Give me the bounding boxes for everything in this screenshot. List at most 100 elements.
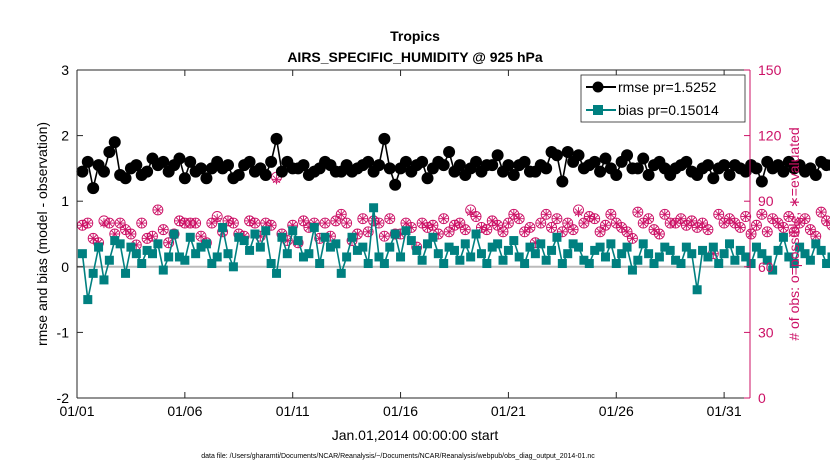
bias-point xyxy=(390,229,400,239)
obs-evaluated-point xyxy=(762,226,773,237)
obs-evaluated-point xyxy=(498,226,509,237)
bias-point xyxy=(423,239,433,249)
bias-point xyxy=(520,259,530,269)
chart-title: Tropics xyxy=(390,28,440,44)
rmse-point xyxy=(610,168,623,181)
obs-evaluated-point xyxy=(810,231,821,242)
bias-point xyxy=(342,252,352,262)
rmse-point xyxy=(809,168,822,181)
bias-series xyxy=(77,203,830,305)
obs-evaluated-point xyxy=(330,215,341,226)
bias-point xyxy=(99,275,109,285)
bias-point xyxy=(654,252,664,262)
x-tick-label: 01/06 xyxy=(167,403,202,419)
bias-point xyxy=(261,226,271,236)
legend-rmse-label: rmse pr=1.5252 xyxy=(618,79,717,95)
obs-evaluated-point xyxy=(417,218,428,229)
bias-point xyxy=(822,259,830,269)
obs-evaluated-point xyxy=(670,218,681,229)
bias-point xyxy=(816,245,826,255)
obs-evaluated-point xyxy=(82,218,93,229)
obs-evaluated-point xyxy=(373,218,384,229)
rmse-point xyxy=(141,165,154,178)
bias-point xyxy=(228,262,238,272)
obs-evaluated-point xyxy=(805,224,816,235)
rmse-point xyxy=(443,146,456,158)
obs-evaluated-point xyxy=(649,224,660,235)
rmse-point xyxy=(594,165,607,178)
bias-point xyxy=(439,259,449,269)
bias-point xyxy=(158,265,168,275)
obs-evaluated-point xyxy=(767,213,778,224)
bias-point xyxy=(503,245,513,255)
obs-evaluated-point xyxy=(816,207,827,218)
obs-evaluated-point xyxy=(320,218,331,229)
rmse-series xyxy=(76,132,830,195)
rmse-point xyxy=(184,155,197,168)
obs-evaluated-point xyxy=(729,218,740,229)
bias-point xyxy=(530,249,540,259)
bias-point xyxy=(309,222,319,232)
obs-evaluated-point xyxy=(665,218,676,229)
bias-point xyxy=(374,252,384,262)
obs-evaluated-point xyxy=(427,220,438,231)
rmse-point xyxy=(599,152,612,165)
bias-point xyxy=(320,232,330,242)
obs-evaluated-point xyxy=(514,213,525,224)
obs-evaluated-point xyxy=(675,213,686,224)
bias-point xyxy=(180,255,190,265)
obs-evaluated-point xyxy=(616,222,627,233)
bias-point xyxy=(412,245,422,255)
bias-point xyxy=(142,245,152,255)
bias-point xyxy=(126,242,136,252)
rmse-point xyxy=(540,162,553,175)
rmse-point xyxy=(270,132,283,145)
bias-point xyxy=(719,249,729,259)
bias-point xyxy=(563,249,573,259)
bias-point xyxy=(557,259,567,269)
bias-point xyxy=(201,239,211,249)
bias-point xyxy=(627,265,637,275)
obs-evaluated-point xyxy=(535,218,546,229)
bias-point xyxy=(401,226,411,236)
bias-point xyxy=(164,252,174,262)
bias-point xyxy=(768,265,778,275)
bias-point xyxy=(536,239,546,249)
bias-point xyxy=(579,255,589,265)
legend-rmse-marker xyxy=(592,81,604,93)
bias-point xyxy=(94,242,104,252)
rmse-point xyxy=(173,152,186,165)
obs-evaluated-point xyxy=(492,220,503,231)
obs-evaluated-point xyxy=(713,209,724,220)
obs-evaluated-point xyxy=(719,218,730,229)
bias-point xyxy=(385,242,395,252)
bias-point xyxy=(255,242,265,252)
bias-point xyxy=(110,236,120,246)
bias-point xyxy=(687,249,697,259)
bias-point xyxy=(681,242,691,252)
obs-evaluated-point xyxy=(789,226,800,237)
bias-point xyxy=(725,239,735,249)
bias-point xyxy=(471,229,481,239)
bias-point xyxy=(298,252,308,262)
axis-ticks: 01/01 01/06 01/11 01/16 01/21 01/26 01/31 -2 -1 0… xyxy=(57,62,782,419)
bias-point xyxy=(288,226,298,236)
obs-evaluated-point xyxy=(573,207,584,218)
bias-point xyxy=(331,239,341,249)
obs-evaluated-point xyxy=(487,215,498,226)
obs-evaluated-point xyxy=(357,213,368,224)
bias-point xyxy=(369,203,379,213)
bias-point xyxy=(509,236,519,246)
obs-evaluated-point xyxy=(541,209,552,220)
bias-point xyxy=(827,252,830,262)
bias-point xyxy=(277,232,287,242)
bias-point xyxy=(347,232,357,242)
obs-evaluated-point xyxy=(438,213,449,224)
obs-evaluated-point xyxy=(773,218,784,229)
bias-point xyxy=(730,255,740,265)
bias-point xyxy=(606,239,616,249)
legend-bias-marker xyxy=(593,105,603,115)
y-tick-label-right: 90 xyxy=(758,193,774,209)
obs-evaluated-point xyxy=(206,218,217,229)
y-tick-label-left: 0 xyxy=(61,259,69,275)
